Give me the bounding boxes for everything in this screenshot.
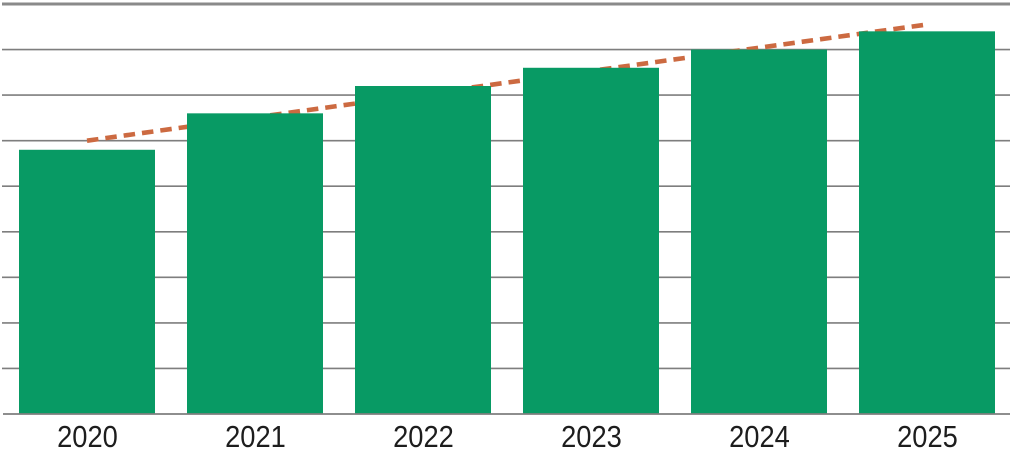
bar-2021 [187,113,323,414]
bar-2023 [523,67,659,415]
bar-2025 [859,31,995,414]
bar-2020 [19,149,155,414]
trendline [86,22,928,143]
bar-2022 [355,86,491,414]
bar-2024 [691,49,827,415]
